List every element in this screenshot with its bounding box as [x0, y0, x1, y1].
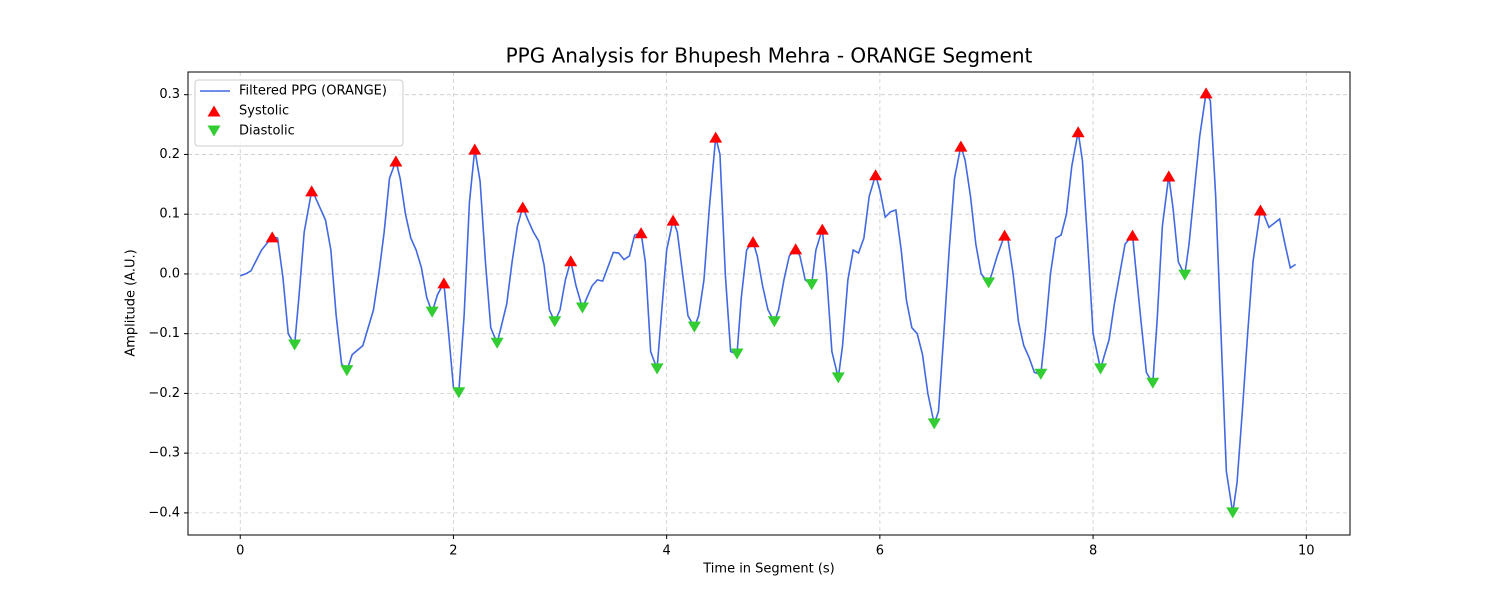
peak-marker — [1178, 269, 1192, 281]
peak-marker — [340, 365, 354, 377]
peak-marker — [1226, 507, 1240, 519]
y-tick-label: 0.3 — [159, 87, 180, 102]
peak-marker — [1253, 204, 1267, 216]
peak-marker — [1094, 363, 1108, 375]
x-tick-label: 10 — [1298, 544, 1315, 559]
legend-marker — [207, 125, 221, 137]
peak-marker — [650, 363, 664, 375]
x-tick-label: 0 — [236, 544, 244, 559]
peak-marker — [1034, 368, 1048, 380]
y-tick-label: 0.1 — [159, 207, 180, 222]
peak-marker — [468, 143, 482, 155]
peak-marker — [954, 140, 968, 152]
y-tick-label: 0.2 — [159, 147, 180, 162]
y-tick-label: −0.4 — [148, 505, 180, 520]
legend-box — [194, 79, 404, 147]
peak-marker — [998, 229, 1012, 241]
x-tick-label: 2 — [449, 544, 457, 559]
axes-frame — [187, 71, 1351, 536]
y-tick-label: −0.3 — [148, 446, 180, 461]
legend-label: Systolic — [239, 104, 289, 119]
peak-marker — [687, 321, 701, 333]
peak-marker — [389, 155, 403, 167]
peak-marker — [709, 131, 723, 143]
peak-marker — [805, 279, 819, 291]
peak-marker — [1146, 377, 1160, 389]
y-tick-label: 0.0 — [159, 266, 180, 281]
peak-marker — [452, 387, 466, 399]
legend-label: Diastolic — [239, 124, 295, 139]
peak-marker — [288, 339, 302, 351]
x-tick-label: 4 — [663, 544, 671, 559]
legend: Filtered PPG (ORANGE) Systolic Diastolic — [194, 79, 404, 147]
peak-marker — [575, 302, 589, 314]
peak-marker — [1199, 87, 1213, 99]
plot-area — [239, 87, 1297, 519]
peak-marker — [666, 214, 680, 226]
peak-marker — [927, 418, 941, 430]
peak-marker — [490, 337, 504, 349]
x-axis-label: Time in Segment (s) — [702, 562, 834, 577]
peak-marker — [265, 231, 279, 243]
peak-marker — [548, 316, 562, 328]
chart-title: PPG Analysis for Bhupesh Mehra - ORANGE … — [506, 44, 1033, 68]
y-tick-label: −0.1 — [148, 326, 180, 341]
y-axis-label: Amplitude (A.U.) — [124, 249, 139, 356]
x-tick-label: 6 — [876, 544, 884, 559]
peak-marker — [767, 316, 781, 328]
peak-marker — [634, 227, 648, 239]
legend-label: Filtered PPG (ORANGE) — [239, 84, 387, 99]
peak-marker — [1071, 126, 1085, 138]
peak-marker — [425, 306, 439, 318]
peak-marker — [831, 372, 845, 384]
peak-marker — [305, 185, 319, 197]
peak-marker — [789, 243, 803, 255]
peak-marker — [730, 348, 744, 360]
peak-marker — [815, 223, 829, 235]
peak-marker — [1162, 170, 1176, 182]
x-tick-label: 8 — [1089, 544, 1097, 559]
peak-marker — [516, 201, 530, 213]
y-tick-label: −0.2 — [148, 386, 180, 401]
peak-marker — [564, 255, 578, 267]
peak-marker — [869, 169, 883, 181]
peak-marker — [1126, 229, 1140, 241]
peak-marker — [437, 277, 451, 289]
peak-marker — [746, 236, 760, 248]
legend-marker — [207, 105, 221, 117]
peak-marker — [982, 277, 996, 289]
